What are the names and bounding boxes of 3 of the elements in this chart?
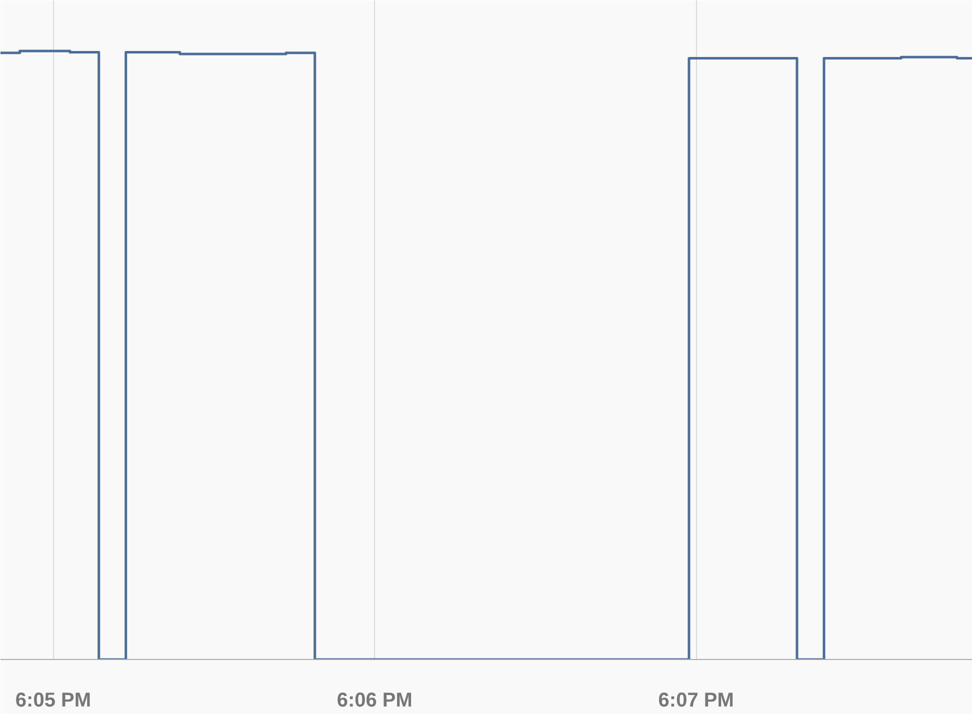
x-tick-label: 6:06 PM <box>336 690 412 712</box>
x-tick-label: 6:07 PM <box>658 690 734 712</box>
x-tick-label: 6:05 PM <box>15 690 92 712</box>
